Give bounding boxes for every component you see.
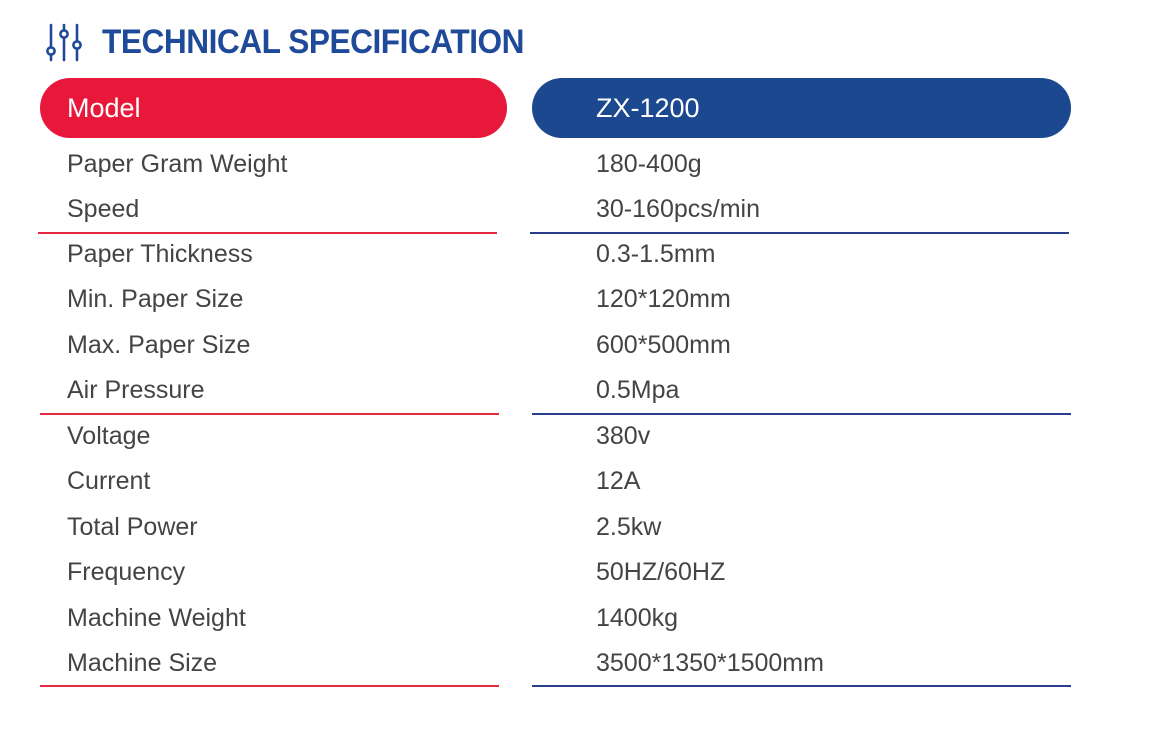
spec-label: Paper Gram Weight [67,150,288,178]
spec-row: Speed 30-160pcs/min [0,187,1154,232]
group-divider-left [40,413,499,415]
spec-row: Air Pressure 0.5Mpa [0,368,1154,413]
spec-label: Total Power [67,513,198,541]
spec-label: Frequency [67,558,186,586]
spec-row: Current 12A [0,459,1154,504]
spec-row: Max. Paper Size 600*500mm [0,323,1154,368]
spec-label: Min. Paper Size [67,285,244,313]
spec-value: 0.3-1.5mm [596,240,716,268]
spec-row: Voltage 380v [0,414,1154,459]
spec-label: Voltage [67,422,151,450]
model-label-text: Model [67,92,141,123]
spec-label: Machine Size [67,649,218,677]
spec-value: 0.5Mpa [596,376,680,404]
group-divider-left [38,232,497,234]
spec-row: Machine Weight 1400kg [0,596,1154,641]
spec-label: Machine Weight [67,604,246,632]
spec-value: 30-160pcs/min [596,195,760,223]
group-divider-right [532,413,1071,415]
spec-row: Machine Size 3500*1350*1500mm [0,641,1154,686]
table-bottom-divider-right [532,685,1071,687]
spec-row: Total Power 2.5kw [0,505,1154,550]
spec-row: Min. Paper Size 120*120mm [0,277,1154,322]
page-title: TECHNICAL SPECIFICATION [102,22,525,61]
spec-row: Paper Gram Weight 180-400g [0,142,1154,187]
page-header: TECHNICAL SPECIFICATION [44,20,556,64]
spec-value: 600*500mm [596,331,731,359]
spec-value: 120*120mm [596,285,731,313]
spec-label: Current [67,467,151,495]
spec-value: 3500*1350*1500mm [596,649,824,677]
spec-row: Paper Thickness 0.3-1.5mm [0,232,1154,277]
spec-value: 12A [596,467,641,495]
spec-value: 380v [596,422,651,450]
spec-value: 180-400g [596,150,702,178]
spec-label: Max. Paper Size [67,331,251,359]
model-label-header: Model [40,78,507,138]
sliders-icon [46,23,82,62]
spec-value: 2.5kw [596,513,662,541]
spec-label: Paper Thickness [67,240,253,268]
model-value-header: ZX-1200 [532,78,1071,138]
spec-label: Air Pressure [67,376,205,404]
spec-value: 50HZ/60HZ [596,558,726,586]
spec-row: Frequency 50HZ/60HZ [0,550,1154,595]
model-value-text: ZX-1200 [596,92,700,123]
spec-label: Speed [67,195,140,223]
spec-value: 1400kg [596,604,679,632]
table-bottom-divider-left [40,685,499,687]
group-divider-right [530,232,1069,234]
